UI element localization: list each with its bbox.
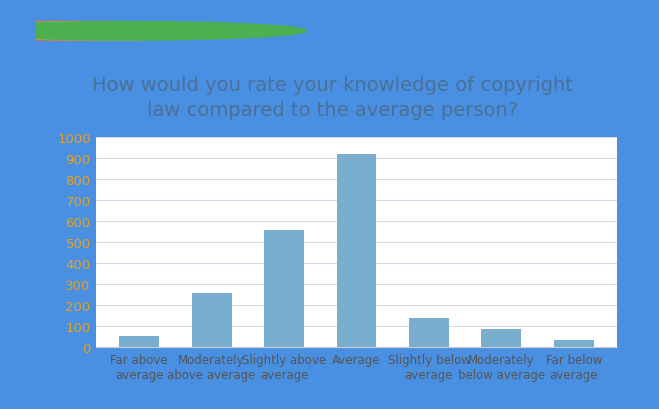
Text: How would you rate your knowledge of copyright
law compared to the average perso: How would you rate your knowledge of cop… <box>92 76 573 120</box>
Circle shape <box>0 22 306 41</box>
Bar <box>119 336 159 347</box>
Bar <box>409 318 449 347</box>
Bar <box>554 341 594 347</box>
Bar <box>337 155 376 347</box>
Circle shape <box>0 22 277 41</box>
Circle shape <box>0 22 246 41</box>
Bar <box>482 329 521 347</box>
Bar <box>264 230 304 347</box>
Bar <box>192 293 231 347</box>
